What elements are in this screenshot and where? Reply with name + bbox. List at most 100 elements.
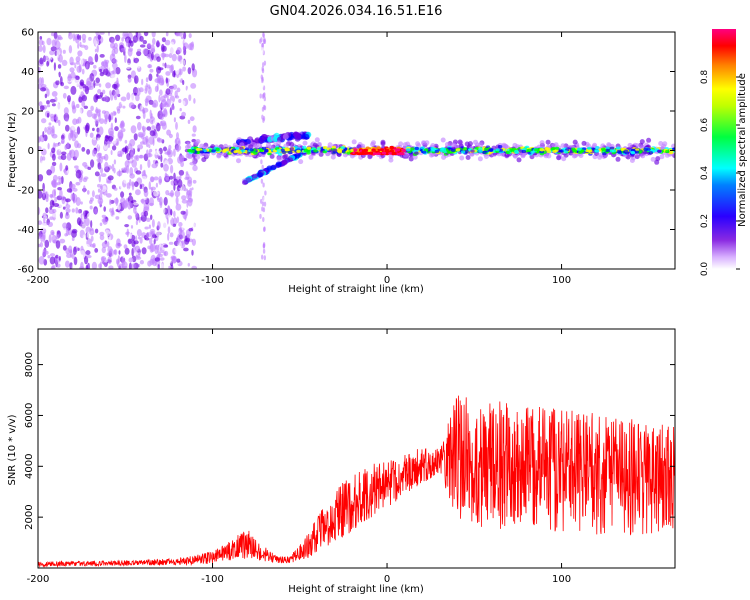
noise-blob bbox=[42, 234, 46, 243]
band-core-blob bbox=[187, 149, 192, 153]
noise-blob bbox=[131, 239, 136, 248]
noise-blob bbox=[65, 117, 69, 122]
noise-blob bbox=[44, 248, 47, 256]
noise-blob bbox=[138, 158, 143, 162]
noise-blob bbox=[170, 264, 174, 269]
noise-blob bbox=[170, 209, 173, 216]
noise-blob bbox=[135, 220, 138, 226]
noise-blob bbox=[143, 189, 149, 198]
noise-blob bbox=[113, 91, 117, 99]
noise-blob bbox=[162, 62, 165, 67]
noise-blob bbox=[133, 133, 138, 141]
noise-blob bbox=[173, 117, 176, 123]
band-halo-blob bbox=[282, 154, 288, 160]
spectrogram-y-tick-label: 40 bbox=[21, 67, 34, 78]
noise-blob bbox=[131, 263, 136, 269]
noise-blob bbox=[133, 155, 138, 160]
band-halo-blob bbox=[664, 152, 670, 158]
noise-blob bbox=[54, 188, 56, 197]
noise-blob bbox=[142, 40, 147, 45]
band-core-blob bbox=[483, 147, 489, 151]
noise-blob bbox=[139, 260, 144, 265]
noise-blob bbox=[46, 37, 52, 46]
noise-blob bbox=[81, 95, 88, 102]
noise-blob bbox=[91, 149, 97, 157]
noise-blob bbox=[191, 238, 196, 246]
noise-blob bbox=[92, 75, 95, 79]
streak-blob bbox=[261, 78, 264, 84]
colorbar-tick-label: 0.0 bbox=[700, 262, 710, 277]
band-core-blob bbox=[634, 150, 640, 154]
noise-blob bbox=[144, 100, 149, 107]
streak-blob bbox=[260, 178, 264, 184]
band-halo-blob bbox=[444, 142, 450, 147]
peak-blob bbox=[388, 152, 393, 155]
streak-blob bbox=[261, 164, 264, 170]
noise-blob bbox=[46, 100, 50, 105]
noise-blob bbox=[55, 127, 61, 137]
noise-blob bbox=[54, 38, 58, 46]
noise-blob bbox=[60, 140, 65, 144]
noise-blob bbox=[168, 241, 174, 245]
noise-blob bbox=[167, 232, 170, 241]
peak-blob bbox=[372, 152, 378, 155]
noise-blob bbox=[127, 48, 133, 57]
band-halo-blob bbox=[276, 156, 282, 162]
noise-blob bbox=[151, 163, 158, 169]
noise-blob bbox=[46, 112, 50, 118]
band-core-blob bbox=[322, 146, 328, 150]
noise-blob bbox=[128, 202, 131, 206]
streak-blob bbox=[261, 42, 264, 48]
noise-blob bbox=[172, 217, 178, 226]
band-core-blob bbox=[296, 149, 301, 153]
noise-blob bbox=[182, 80, 185, 85]
noise-blob bbox=[40, 148, 47, 156]
noise-blob bbox=[135, 115, 141, 120]
noise-blob bbox=[75, 75, 80, 81]
noise-blob bbox=[145, 85, 148, 93]
band-core-blob bbox=[478, 147, 483, 151]
noise-blob bbox=[83, 176, 89, 180]
noise-blob bbox=[138, 154, 145, 159]
peak-blob bbox=[376, 152, 381, 155]
noise-blob bbox=[180, 36, 184, 40]
noise-blob bbox=[165, 77, 168, 84]
noise-blob bbox=[146, 126, 152, 131]
noise-blob bbox=[165, 71, 171, 76]
colorbar-tick-label: 0.4 bbox=[700, 166, 710, 181]
noise-blob bbox=[186, 200, 189, 208]
band-halo-blob bbox=[216, 152, 222, 158]
noise-blob bbox=[39, 36, 43, 40]
noise-blob bbox=[140, 104, 144, 110]
streak-blob bbox=[261, 254, 264, 260]
noise-blob bbox=[127, 238, 133, 245]
noise-blob bbox=[86, 148, 91, 155]
noise-blob bbox=[75, 82, 80, 86]
noise-blob bbox=[150, 186, 157, 191]
noise-blob bbox=[82, 122, 86, 127]
noise-blob bbox=[126, 92, 131, 101]
noise-blob bbox=[124, 160, 130, 168]
noise-blob bbox=[60, 82, 64, 87]
noise-blob bbox=[55, 80, 60, 86]
noise-blob bbox=[89, 244, 96, 248]
noise-blob bbox=[173, 198, 176, 204]
noise-blob bbox=[102, 89, 106, 95]
noise-blob bbox=[97, 34, 102, 40]
noise-blob bbox=[49, 216, 54, 220]
noise-blob bbox=[108, 235, 111, 243]
noise-blob bbox=[57, 34, 62, 40]
noise-blob bbox=[91, 261, 97, 269]
band-halo-blob bbox=[545, 139, 551, 145]
noise-blob bbox=[70, 183, 76, 190]
band-core-blob bbox=[303, 148, 309, 153]
noise-blob bbox=[191, 187, 194, 191]
noise-blob bbox=[128, 102, 135, 109]
noise-blob bbox=[162, 221, 168, 230]
noise-blob bbox=[156, 154, 160, 159]
spectrogram-y-tick-label: -20 bbox=[18, 186, 34, 197]
noise-blob bbox=[90, 105, 94, 112]
noise-blob bbox=[48, 234, 52, 243]
noise-blob bbox=[192, 80, 195, 84]
noise-blob bbox=[69, 249, 73, 258]
